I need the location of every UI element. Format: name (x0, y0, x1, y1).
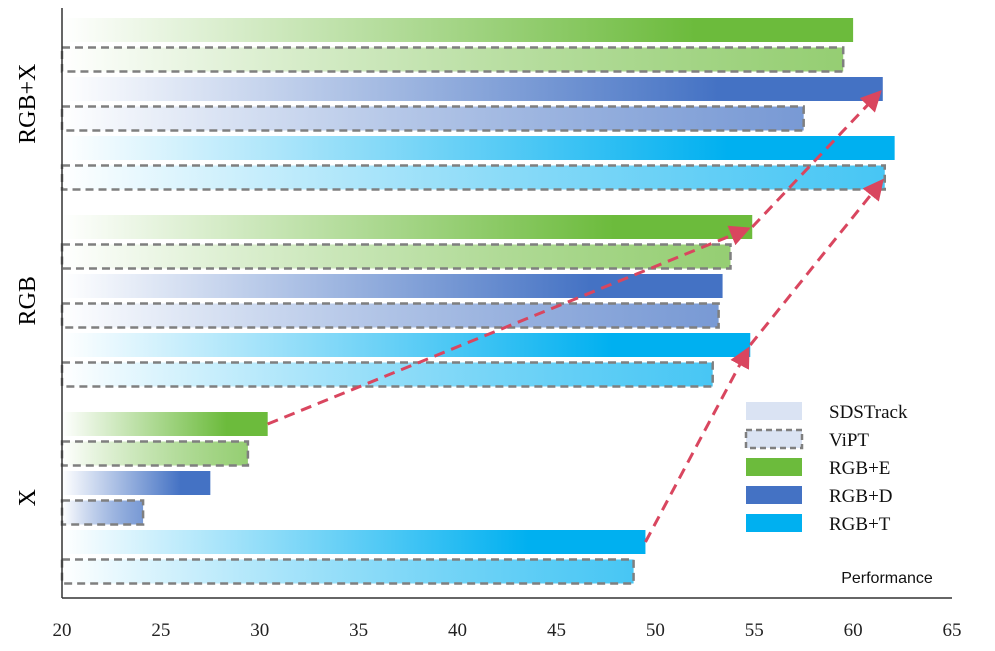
x-tick-label: 50 (646, 620, 665, 641)
labels-layer: 20 25 30 35 40 45 50 55 60 65 RGB+X RGB X Performance (15, 64, 962, 641)
bar-rgbx-rgbd-vipt (60, 105, 805, 132)
trend-arrow-3 (644, 346, 750, 543)
legend-swatch-rgbd (746, 486, 802, 504)
x-tick-label: 60 (844, 620, 863, 641)
bar-rgbx-rgbt-sdstrack (62, 136, 895, 160)
group-label-rgbx: RGB+X (15, 64, 41, 144)
arrows-layer (267, 90, 884, 543)
axes-layer (61, 8, 952, 599)
trend-arrow-1 (267, 225, 751, 426)
bar-rgbx-rgbd-sdstrack (62, 77, 883, 101)
bar-rgbx-rgbt-vipt (60, 164, 887, 191)
x-tick-label: 20 (53, 620, 72, 641)
legend-swatch-rgbt (746, 514, 802, 532)
legend-label-vipt: ViPT (829, 430, 869, 451)
bar-rgb-rgbe-sdstrack (62, 215, 753, 239)
bar-x-rgbt-sdstrack (62, 530, 646, 554)
x-tick-label: 65 (943, 620, 962, 641)
bar-rgb-rgbt-sdstrack (62, 333, 751, 357)
x-tick-label: 40 (448, 620, 467, 641)
bar-rgb-rgbe-vipt (60, 243, 732, 270)
bar-x-rgbt-vipt (60, 558, 635, 585)
bar-x-rgbd-sdstrack (62, 471, 211, 495)
bar-x-rgbe-sdstrack (62, 412, 268, 436)
bar-rgb-rgbd-sdstrack (62, 274, 723, 298)
bar-rgbx-rgbe-vipt (60, 46, 845, 73)
trend-arrow-2 (751, 90, 882, 229)
group-label-rgb: RGB (15, 276, 41, 325)
bars-layer (60, 18, 895, 585)
group-label-x: X (15, 489, 41, 506)
legend-label-rgbe: RGB+E (829, 458, 890, 479)
legend-swatch-sdstrack (746, 402, 802, 420)
x-tick-label: 45 (547, 620, 566, 641)
x-tick-label: 25 (151, 620, 170, 641)
legend-swatch-rgbe (746, 458, 802, 476)
legend-label-rgbd: RGB+D (829, 486, 893, 507)
legend-label-rgbt: RGB+T (829, 514, 891, 535)
bar-rgbx-rgbe-sdstrack (62, 18, 854, 42)
legend-swatch-vipt (744, 428, 804, 450)
bar-x-rgbe-vipt (60, 440, 250, 467)
bar-rgb-rgbd-vipt (60, 302, 720, 329)
x-tick-label: 55 (745, 620, 764, 641)
legend-label-sdstrack: SDSTrack (829, 402, 908, 423)
legend: SDSTrack ViPT RGB+E RGB+D RGB+T (744, 402, 908, 535)
x-tick-label: 35 (349, 620, 368, 641)
bar-x-rgbd-vipt (60, 499, 145, 526)
x-tick-label: 30 (250, 620, 269, 641)
x-axis-title: Performance (841, 570, 933, 587)
